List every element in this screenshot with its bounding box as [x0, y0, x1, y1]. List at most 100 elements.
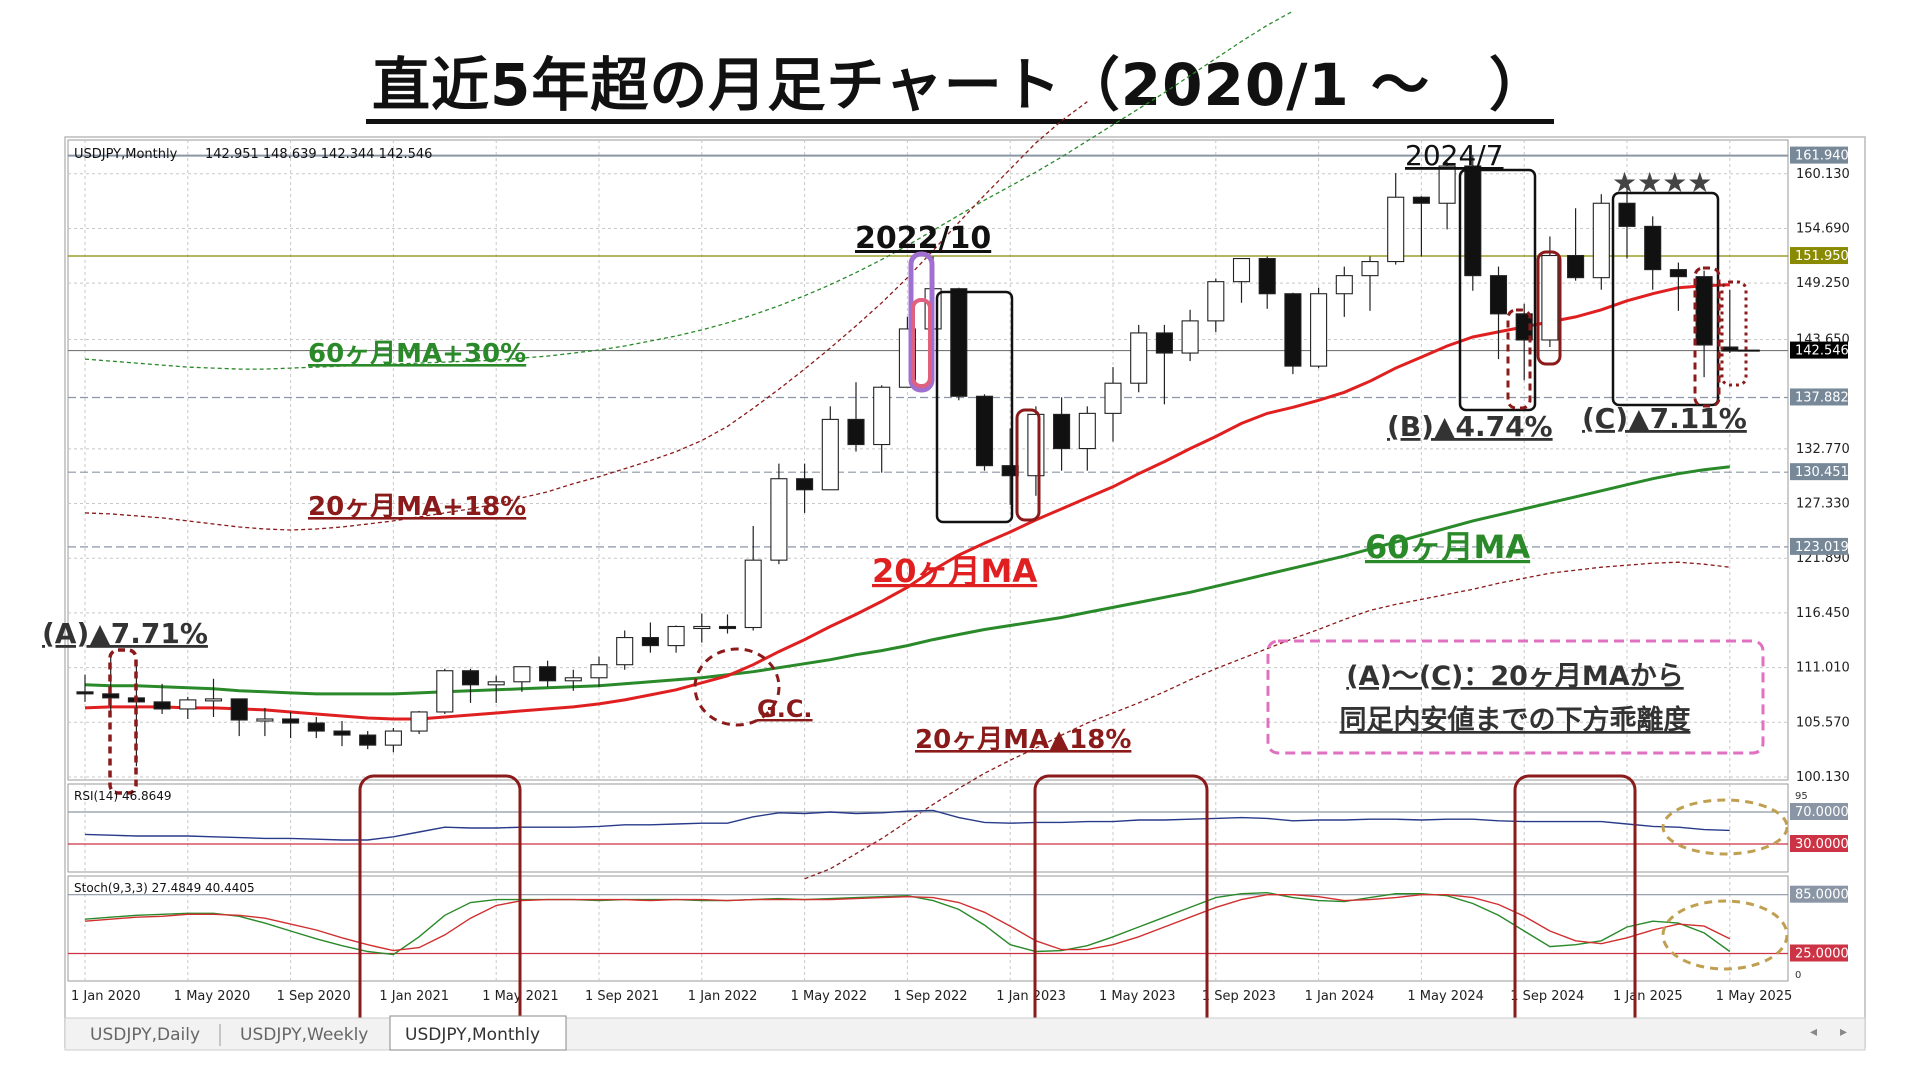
price-tick-label: 154.690: [1796, 221, 1850, 236]
candle-body[interactable]: [744, 559, 762, 629]
candle-body[interactable]: [1721, 346, 1739, 352]
indicator-level-label: 30.0000: [1795, 837, 1849, 852]
time-tick-label: 1 May 2025: [1716, 989, 1793, 1004]
candle-body[interactable]: [461, 670, 480, 686]
rsi-label: RSI(14) 46.8649: [74, 789, 172, 803]
stoch-label: Stoch(9,3,3) 27.4849 40.4405: [74, 881, 255, 895]
main-pane[interactable]: [67, 139, 1789, 781]
annotation-ma20-plus18: 20ヶ月MA+18%: [308, 492, 526, 522]
candle-body[interactable]: [153, 701, 171, 710]
candle-body[interactable]: [436, 670, 454, 713]
annotation-c: (C)▲7.11%: [1582, 402, 1747, 435]
candle-body[interactable]: [384, 730, 402, 746]
candle-body[interactable]: [1695, 276, 1713, 346]
candle-body[interactable]: [564, 677, 582, 682]
ma60-line: [84, 465, 1730, 696]
annotation-ma60: 60ヶ月MA: [1365, 528, 1530, 566]
price-tick-label: 160.130: [1796, 167, 1850, 182]
candle-body[interactable]: [796, 478, 814, 491]
candle-body[interactable]: [873, 386, 891, 446]
candle-body[interactable]: [76, 691, 94, 695]
candle-body[interactable]: [1027, 413, 1045, 477]
candle-body[interactable]: [204, 698, 223, 702]
indicator-level-marker: [1790, 835, 1848, 852]
candle-body[interactable]: [1104, 382, 1122, 414]
candle-body[interactable]: [950, 288, 968, 397]
time-tick-label: 1 Jan 2025: [1613, 989, 1683, 1004]
candle-body[interactable]: [1053, 413, 1071, 450]
price-marker-label: 142.546: [1795, 344, 1849, 359]
note-line-2: 同足内安値までの下方乖離度: [1340, 704, 1691, 736]
candle-body[interactable]: [693, 625, 711, 630]
price-marker-label: 161.940: [1795, 149, 1849, 164]
candle-body[interactable]: [1335, 275, 1353, 295]
candle-body[interactable]: [359, 734, 377, 746]
candle-body[interactable]: [256, 718, 274, 722]
candle-body[interactable]: [539, 666, 557, 682]
candle-body[interactable]: [102, 693, 120, 699]
candle-body[interactable]: [1592, 202, 1610, 279]
price-marker: [1790, 537, 1848, 555]
candle-body[interactable]: [1644, 225, 1662, 271]
price-marker: [1790, 463, 1848, 481]
scroll-right-icon[interactable]: ▸: [1840, 1024, 1847, 1040]
candle-body[interactable]: [1541, 254, 1559, 341]
candle-body[interactable]: [487, 681, 505, 686]
scroll-left-icon[interactable]: ◂: [1810, 1024, 1817, 1040]
price-tick-label: 132.770: [1796, 442, 1850, 457]
candle-body[interactable]: [641, 637, 659, 647]
candle-body[interactable]: [1181, 320, 1199, 354]
price-marker: [1790, 247, 1848, 265]
candle-body[interactable]: [590, 664, 608, 679]
box-2024-7: [1458, 168, 1537, 412]
tab-monthly[interactable]: USDJPY,Monthly: [405, 1025, 540, 1045]
stoch-pane[interactable]: [67, 875, 1789, 982]
tab-daily[interactable]: USDJPY,Daily: [90, 1025, 200, 1045]
candle-body[interactable]: [667, 625, 685, 647]
price-marker: [1790, 388, 1848, 406]
candle-body[interactable]: [1387, 196, 1405, 263]
candle-body[interactable]: [1438, 165, 1456, 204]
candle-body[interactable]: [1669, 269, 1687, 278]
box-b-dashed: [1506, 308, 1532, 410]
candle-body[interactable]: [1310, 293, 1328, 367]
candle-body[interactable]: [410, 711, 428, 732]
candle-body[interactable]: [1412, 196, 1430, 204]
candle-body[interactable]: [1155, 332, 1173, 354]
candle-body[interactable]: [616, 637, 634, 666]
candle-body[interactable]: [282, 718, 300, 724]
time-tick-label: 1 May 2023: [1099, 989, 1176, 1004]
candle-body[interactable]: [1207, 281, 1225, 322]
price-tick-label: 121.890: [1796, 551, 1850, 566]
candle-body[interactable]: [513, 666, 531, 683]
price-tick-label: 149.250: [1796, 276, 1850, 291]
candle-body[interactable]: [1361, 261, 1379, 277]
candle-body[interactable]: [1489, 275, 1508, 315]
indicator-level-label: 25.0000: [1795, 947, 1849, 962]
candle-body[interactable]: [1130, 332, 1148, 384]
candle-body[interactable]: [230, 698, 248, 721]
candle-body[interactable]: [821, 418, 839, 491]
candle-body[interactable]: [975, 395, 994, 467]
candle-body[interactable]: [1464, 165, 1482, 277]
candle-body[interactable]: [1567, 254, 1585, 279]
candle-body[interactable]: [847, 418, 865, 446]
box-c-dotted: [1720, 280, 1748, 387]
candle-body[interactable]: [333, 730, 351, 736]
candle-body[interactable]: [1515, 313, 1533, 341]
candle-body[interactable]: [1078, 412, 1096, 450]
time-tick-label: 1 Sep 2023: [1202, 989, 1276, 1004]
candle-body[interactable]: [1258, 257, 1276, 295]
candle-body[interactable]: [179, 699, 197, 710]
tab-weekly[interactable]: USDJPY,Weekly: [240, 1025, 368, 1045]
rsi-pane[interactable]: [67, 783, 1789, 873]
candle-body[interactable]: [770, 478, 788, 561]
indicator-level-label: 70.0000: [1795, 805, 1849, 820]
candle-body[interactable]: [1284, 293, 1302, 367]
candle-body[interactable]: [718, 625, 737, 630]
candle-body[interactable]: [1618, 202, 1636, 227]
box-2022-low: [1015, 408, 1041, 522]
highlight-2022-10-pink: [911, 298, 932, 388]
candle-body[interactable]: [1232, 257, 1251, 283]
candle-body[interactable]: [307, 722, 325, 732]
